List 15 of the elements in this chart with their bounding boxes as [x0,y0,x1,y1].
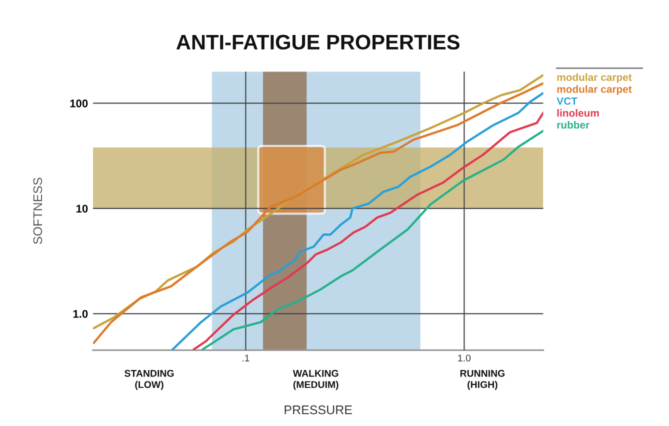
x-axis-title: PRESSURE [284,405,352,414]
text: RUNNING (HIGH) [460,370,505,390]
text: STANDING (LOW) [124,370,174,390]
series-label: modular carpet [557,85,632,95]
series-label: linoleum [557,109,599,117]
y-tick-label: 100 [70,100,88,108]
text: WALKING (MEDUIM) [292,370,338,390]
y-tick-label: 1.0 [73,310,88,318]
series-label: rubber [557,120,590,129]
x-tick-label: .1 [242,354,250,362]
series-label: modular carpet [557,73,632,83]
y-axis-title: SOFTNESS [33,178,42,244]
chart-title: ANTI-FATIGUE PROPERTIES [176,34,460,50]
y-tick-label: 10 [76,204,88,213]
series-label: VCT [556,97,578,105]
